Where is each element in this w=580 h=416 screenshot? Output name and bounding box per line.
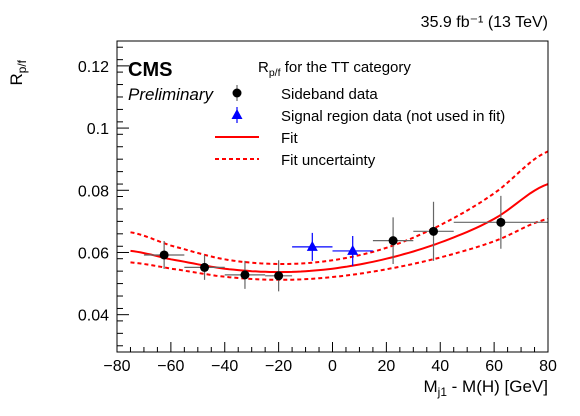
- cms-label: CMS: [128, 59, 172, 81]
- legend-label: Sideband data: [281, 86, 378, 103]
- signal-region-data-point: [332, 235, 373, 266]
- sideband-data-point: [265, 260, 293, 292]
- triangle-marker: [347, 244, 359, 255]
- legend-entry: Fit uncertainty: [215, 152, 376, 169]
- data-points: [143, 195, 548, 292]
- y-tick-label: 0.06: [78, 245, 109, 262]
- fit-uncertainty-lower-line: [130, 217, 548, 281]
- legend-title: Rp/f for the TT category: [258, 59, 411, 79]
- circle-marker: [429, 226, 439, 236]
- luminosity-header: 35.9 fb⁻¹ (13 TeV): [421, 14, 548, 31]
- legend-entry: Fit: [215, 130, 298, 147]
- y-tick-label: 0.08: [78, 183, 109, 200]
- circle-marker: [240, 270, 250, 280]
- sideband-data-point: [453, 195, 548, 249]
- x-tick-label: 20: [377, 358, 395, 375]
- circle-marker: [200, 262, 210, 272]
- signal-region-data-point: [292, 232, 333, 261]
- sideband-data-point: [372, 217, 414, 264]
- x-tick-label: −80: [103, 358, 130, 375]
- circle-marker: [274, 271, 284, 281]
- fit-uncertainty-upper-line: [130, 150, 548, 265]
- sideband-data-point: [413, 201, 454, 261]
- sideband-data-point: [184, 254, 225, 280]
- axis-ticks: −80 −60 −40 −20 0 20 40 60 80 0.04 0.06 0.08 0.1 0.12: [78, 46, 557, 375]
- x-tick-label: −60: [157, 358, 184, 375]
- y-tick-label: 0.12: [78, 59, 109, 76]
- circle-marker: [496, 217, 506, 227]
- legend: Sideband data Signal region data (not use…: [215, 85, 505, 169]
- preliminary-label: Preliminary: [128, 85, 215, 104]
- sideband-data-point: [224, 260, 266, 289]
- legend-entry: Signal region data (not used in fit): [231, 107, 505, 125]
- circle-marker: [388, 236, 398, 246]
- x-axis-label: Mj1 - M(H) [GeV]: [424, 377, 549, 399]
- fit-line: [130, 183, 548, 274]
- x-tick-label: 0: [328, 358, 337, 375]
- fit-curves: [130, 150, 548, 281]
- circle-marker: [159, 250, 169, 260]
- y-tick-label: 0.1: [87, 121, 109, 138]
- x-tick-label: −40: [211, 358, 238, 375]
- legend-label: Fit: [281, 130, 298, 147]
- legend-circle-marker: [232, 88, 242, 98]
- legend-entry: Sideband data: [232, 85, 378, 103]
- legend-triangle-marker: [231, 109, 243, 119]
- x-tick-label: 60: [485, 358, 503, 375]
- legend-label: Signal region data (not used in fit): [281, 108, 505, 125]
- x-tick-label: 40: [431, 358, 449, 375]
- legend-label: Fit uncertainty: [281, 152, 376, 169]
- triangle-marker: [306, 240, 318, 251]
- x-tick-label: −20: [265, 358, 292, 375]
- x-tick-label: 80: [539, 358, 557, 375]
- sideband-data-point: [143, 240, 185, 269]
- y-axis-label: Rp/f: [7, 59, 29, 85]
- y-tick-label: 0.04: [78, 308, 109, 325]
